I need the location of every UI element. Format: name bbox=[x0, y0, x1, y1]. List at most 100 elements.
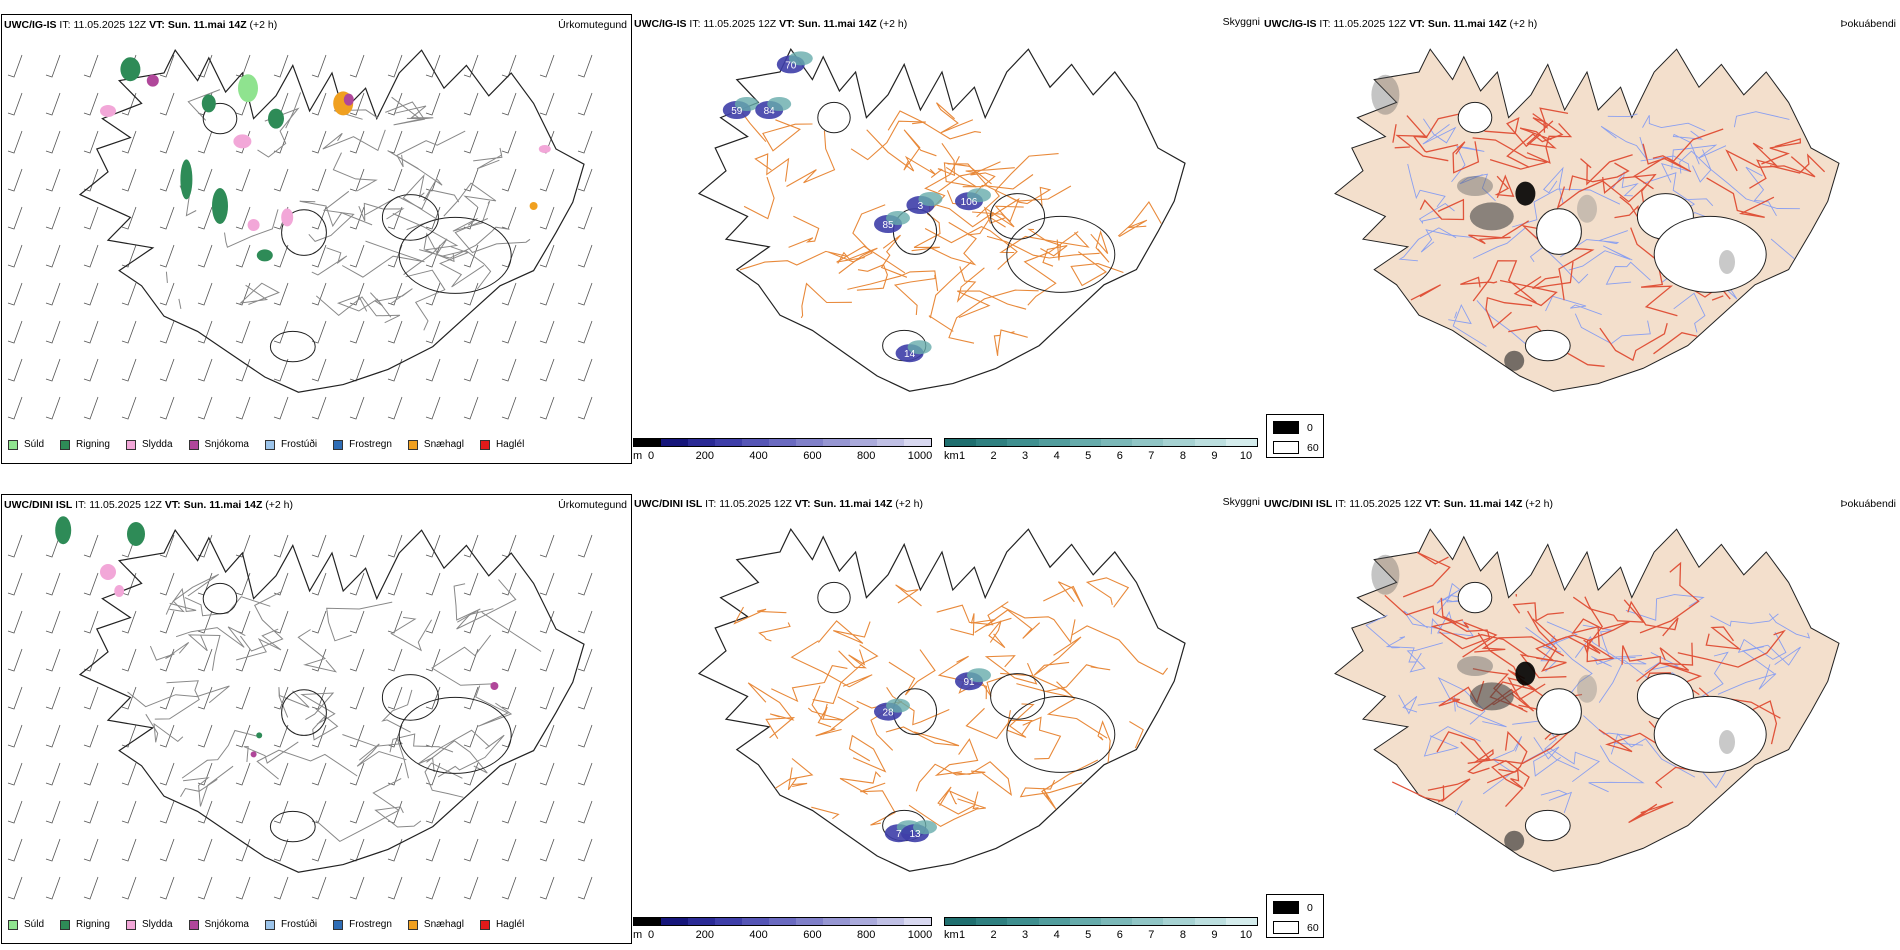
colorbar-tick: 7 bbox=[1148, 450, 1155, 462]
colorbar-tick: 8 bbox=[1179, 450, 1186, 462]
road-network bbox=[127, 573, 542, 843]
ceiling-labels: 28 91 7 13 bbox=[882, 677, 975, 840]
init-time: 11.05.2025 12Z bbox=[719, 498, 792, 510]
legend-item: Frostregn bbox=[333, 439, 392, 450]
panel-title: Skyggni bbox=[1222, 16, 1260, 28]
visibility-colorbar-1: km 1 2 3 4 5 6 7 8 9 10 bbox=[944, 438, 1264, 464]
legend-item: Frostúði bbox=[264, 439, 317, 450]
legend-label: Snæhagl bbox=[423, 439, 464, 450]
colorbar-strip bbox=[944, 917, 1258, 926]
low-visibility-areas bbox=[874, 668, 991, 843]
init-label: IT: bbox=[1335, 498, 1347, 510]
ceiling-label: 3 bbox=[918, 201, 924, 212]
lead-time: (+2 h) bbox=[265, 499, 294, 511]
colorbar-tick: 6 bbox=[1116, 450, 1123, 462]
fog-key-swatch bbox=[1273, 901, 1299, 914]
legend-swatch bbox=[125, 919, 136, 930]
valid-label: VT: bbox=[164, 499, 181, 511]
legend-swatch bbox=[8, 439, 18, 450]
precip-areas bbox=[55, 516, 499, 758]
iceland-coastline bbox=[78, 49, 585, 393]
legend-swatch bbox=[8, 919, 18, 930]
panel-header: UWC/DINI ISL IT: 11.05.2025 12Z VT: Sun.… bbox=[1264, 498, 1553, 510]
legend-label: Haglél bbox=[495, 919, 525, 930]
glacier-outlines bbox=[202, 102, 512, 363]
valid-time: Sun. 11.mai 14Z bbox=[1427, 18, 1507, 30]
legend-label: Frostregn bbox=[349, 919, 392, 930]
legend-swatch bbox=[407, 919, 418, 930]
road-network bbox=[739, 102, 1162, 356]
colorbar-tick: 9 bbox=[1211, 929, 1218, 941]
init-label: IT: bbox=[1319, 18, 1331, 30]
colorbar-strip bbox=[633, 917, 932, 926]
fog-key-1: 0 60 bbox=[1266, 414, 1324, 458]
model-name: UWC/IG-IS bbox=[4, 19, 57, 31]
lead-time: (+2 h) bbox=[895, 498, 924, 510]
legend-item: Slydda bbox=[125, 919, 173, 930]
visibility-map-1: 70 59 84 3 85 106 14 bbox=[697, 48, 1186, 392]
ceiling-label: 28 bbox=[882, 708, 894, 719]
colorbar-tick: 400 bbox=[749, 929, 768, 941]
fog-map-2 bbox=[1334, 528, 1840, 872]
colorbar-tick: 200 bbox=[695, 450, 714, 462]
lead-time: (+2 h) bbox=[249, 19, 278, 31]
fog-key-row: 60 bbox=[1273, 921, 1319, 934]
precip-type-panel-2: UWC/DINI ISL IT: 11.05.2025 12Z VT: Sun.… bbox=[1, 494, 632, 944]
lead-time: (+2 h) bbox=[1525, 498, 1554, 510]
legend-swatch bbox=[333, 919, 344, 930]
fog-key-label: 60 bbox=[1307, 441, 1319, 454]
legend-swatch bbox=[479, 919, 490, 930]
colorbar-tick: 1 bbox=[958, 450, 966, 462]
legend-item: Súld bbox=[8, 439, 44, 450]
panel-header: UWC/IG-IS IT: 11.05.2025 12Z VT: Sun. 11… bbox=[634, 18, 907, 30]
panel-title: Þokuábendi bbox=[1840, 498, 1896, 510]
model-name: UWC/DINI ISL bbox=[4, 499, 73, 511]
legend-item: Frostúði bbox=[264, 919, 318, 930]
fog-key-swatch bbox=[1273, 921, 1299, 934]
colorbar-tick: 4 bbox=[1053, 929, 1060, 941]
panel-header: UWC/IG-IS IT: 11.05.2025 12Z VT: Sun. 11… bbox=[1264, 18, 1537, 30]
glaciers bbox=[1457, 101, 1767, 362]
colorbar-tick: 3 bbox=[1022, 929, 1029, 941]
init-label: IT: bbox=[75, 499, 87, 511]
precip-map-1 bbox=[7, 49, 593, 420]
colorbar-strip bbox=[633, 438, 932, 447]
init-label: IT: bbox=[689, 18, 701, 30]
ceiling-label: 85 bbox=[882, 220, 894, 231]
colorbar-tick: 800 bbox=[857, 929, 876, 941]
colorbar-tick: 6 bbox=[1116, 929, 1123, 941]
colorbar-tick: 0 bbox=[647, 929, 655, 941]
legend-item: Haglél bbox=[479, 439, 524, 450]
legend-label: Frostúði bbox=[280, 919, 318, 930]
road-network bbox=[165, 89, 531, 331]
colorbar-tick: 1 bbox=[958, 929, 966, 941]
wind-barbs bbox=[7, 54, 593, 420]
panel-title: Þokuábendi bbox=[1840, 18, 1896, 30]
iceland-coastline bbox=[697, 528, 1186, 872]
lead-time: (+2 h) bbox=[1509, 18, 1538, 30]
legend-item: Haglél bbox=[479, 919, 525, 930]
legend-item: Slydda bbox=[125, 439, 173, 450]
colorbar-tick: 10 bbox=[1239, 450, 1253, 462]
legend-label: Snæhagl bbox=[423, 919, 464, 930]
ceiling-label: 106 bbox=[961, 197, 978, 208]
legend-label: Slydda bbox=[141, 439, 173, 450]
colorbar-tick: 400 bbox=[749, 450, 768, 462]
legend-item: Frostregn bbox=[333, 919, 392, 930]
fog-key-label: 60 bbox=[1307, 921, 1319, 934]
ceiling-labels: 70 59 84 3 85 106 14 bbox=[731, 60, 978, 360]
init-time: 11.05.2025 12Z bbox=[89, 499, 162, 511]
legend-item: Rigning bbox=[60, 919, 110, 930]
colorbar-tick: 200 bbox=[695, 929, 714, 941]
valid-label: VT: bbox=[779, 18, 795, 30]
fog-key-row: 0 bbox=[1273, 901, 1313, 914]
ceiling-colorbar-2: m 0 200 400 600 800 1000 bbox=[633, 917, 938, 943]
ceiling-label: 91 bbox=[963, 677, 975, 688]
colorbar-tick: 9 bbox=[1211, 450, 1218, 462]
glacier-outlines bbox=[817, 101, 1116, 362]
panel-header: UWC/IG-IS IT: 11.05.2025 12Z VT: Sun. 11… bbox=[4, 19, 277, 31]
fog-key-row: 60 bbox=[1273, 441, 1319, 454]
ceiling-label: 14 bbox=[904, 349, 916, 360]
colorbar-tick: 2 bbox=[990, 929, 997, 941]
colorbar-tick: 800 bbox=[857, 450, 876, 462]
